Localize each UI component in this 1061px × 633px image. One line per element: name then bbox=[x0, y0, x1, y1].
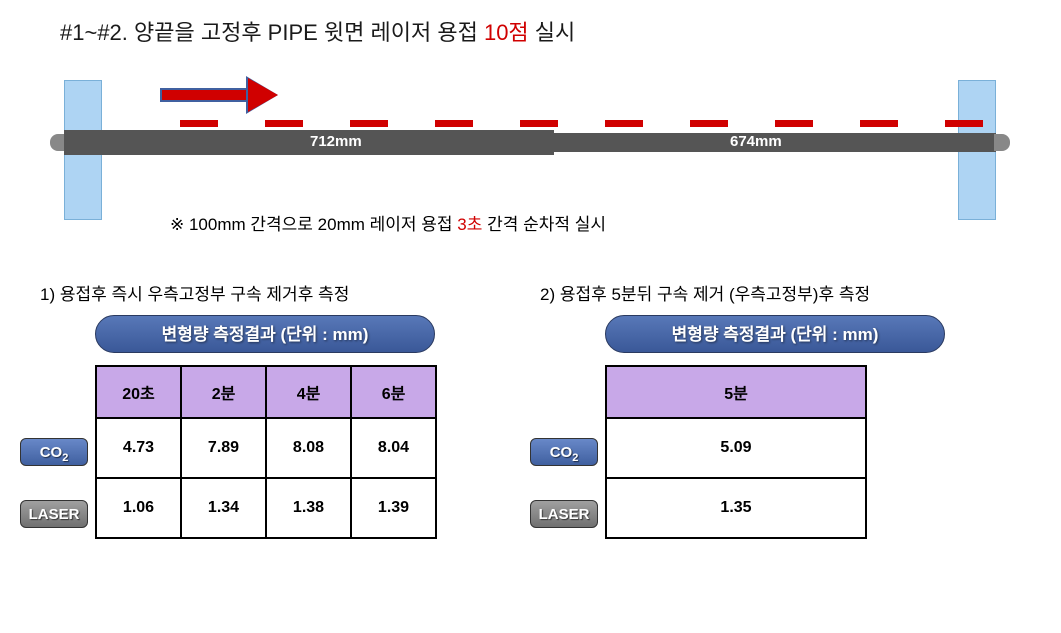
table-cell: 1.38 bbox=[266, 478, 351, 538]
weld-mark bbox=[350, 120, 388, 127]
row-label-laser: LASER bbox=[530, 500, 598, 528]
title-suffix: 실시 bbox=[529, 20, 576, 45]
table-row: 4.73 7.89 8.08 8.04 bbox=[96, 418, 436, 478]
table-cell: 4.73 bbox=[96, 418, 181, 478]
weld-mark bbox=[945, 120, 983, 127]
table-header: 2분 bbox=[181, 366, 266, 418]
clamp-left-bottom bbox=[64, 150, 102, 220]
pipe2-length-label: 674mm bbox=[730, 133, 782, 150]
pipe1-length-label: 712mm bbox=[310, 133, 362, 150]
pipe-segment-1 bbox=[64, 130, 554, 155]
table-cell: 8.08 bbox=[266, 418, 351, 478]
title-prefix: #1~#2. 양끝을 고정후 PIPE 윗면 레이저 용접 bbox=[60, 20, 484, 45]
title-count: 10점 bbox=[484, 20, 529, 45]
pipe-end-right bbox=[994, 134, 1010, 151]
results-table-1: 20초 2분 4분 6분 4.73 7.89 8.08 8.04 1.06 1.… bbox=[95, 365, 437, 539]
note-time: 3초 bbox=[457, 215, 482, 234]
pipe-assembly bbox=[50, 130, 1010, 155]
table-cell: 1.39 bbox=[351, 478, 436, 538]
table-cell: 7.89 bbox=[181, 418, 266, 478]
diagram-note: ※ 100mm 간격으로 20mm 레이저 용접 3초 간격 순차적 실시 bbox=[170, 210, 606, 235]
table-cell: 1.34 bbox=[181, 478, 266, 538]
clamp-right-bottom bbox=[958, 150, 996, 220]
row-label-co2: CO2 bbox=[530, 438, 598, 466]
note-suffix: 간격 순차적 실시 bbox=[482, 215, 606, 234]
weld-mark bbox=[265, 120, 303, 127]
table-cell: 8.04 bbox=[351, 418, 436, 478]
table-cell: 1.06 bbox=[96, 478, 181, 538]
weld-mark bbox=[180, 120, 218, 127]
weld-mark bbox=[520, 120, 558, 127]
table-row: 5분 bbox=[606, 366, 866, 418]
table-cell: 5.09 bbox=[606, 418, 866, 478]
section2-label: 2) 용접후 5분뒤 구속 제거 (우측고정부)후 측정 bbox=[540, 280, 870, 305]
table-row: 1.06 1.34 1.38 1.39 bbox=[96, 478, 436, 538]
table-header: 5분 bbox=[606, 366, 866, 418]
table-row: 1.35 bbox=[606, 478, 866, 538]
table-row: 20초 2분 4분 6분 bbox=[96, 366, 436, 418]
weld-mark bbox=[775, 120, 813, 127]
weld-mark bbox=[605, 120, 643, 127]
clamp-left-top bbox=[64, 80, 102, 135]
pipe-diagram: 712mm 674mm ※ 100mm 간격으로 20mm 레이저 용접 3초 … bbox=[50, 80, 1010, 240]
weld-mark bbox=[690, 120, 728, 127]
note-prefix: ※ 100mm 간격으로 20mm 레이저 용접 bbox=[170, 215, 457, 234]
page-title: #1~#2. 양끝을 고정후 PIPE 윗면 레이저 용접 10점 실시 bbox=[60, 15, 575, 47]
row-label-laser: LASER bbox=[20, 500, 88, 528]
weld-mark bbox=[860, 120, 898, 127]
weld-mark bbox=[435, 120, 473, 127]
section1-label: 1) 용접후 즉시 우측고정부 구속 제거후 측정 bbox=[40, 280, 349, 305]
table-header: 6분 bbox=[351, 366, 436, 418]
table2-title-pill: 변형량 측정결과 (단위 : mm) bbox=[605, 315, 945, 353]
table-row: 5.09 bbox=[606, 418, 866, 478]
table-header: 20초 bbox=[96, 366, 181, 418]
direction-arrow bbox=[160, 80, 280, 110]
table1-title-pill: 변형량 측정결과 (단위 : mm) bbox=[95, 315, 435, 353]
table-header: 4분 bbox=[266, 366, 351, 418]
table-cell: 1.35 bbox=[606, 478, 866, 538]
row-label-co2: CO2 bbox=[20, 438, 88, 466]
results-table-2: 5분 5.09 1.35 bbox=[605, 365, 867, 539]
